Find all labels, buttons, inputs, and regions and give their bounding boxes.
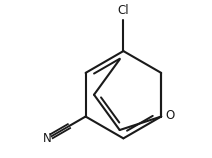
Text: Cl: Cl: [118, 4, 129, 17]
Text: N: N: [43, 132, 51, 145]
Text: O: O: [165, 109, 174, 122]
